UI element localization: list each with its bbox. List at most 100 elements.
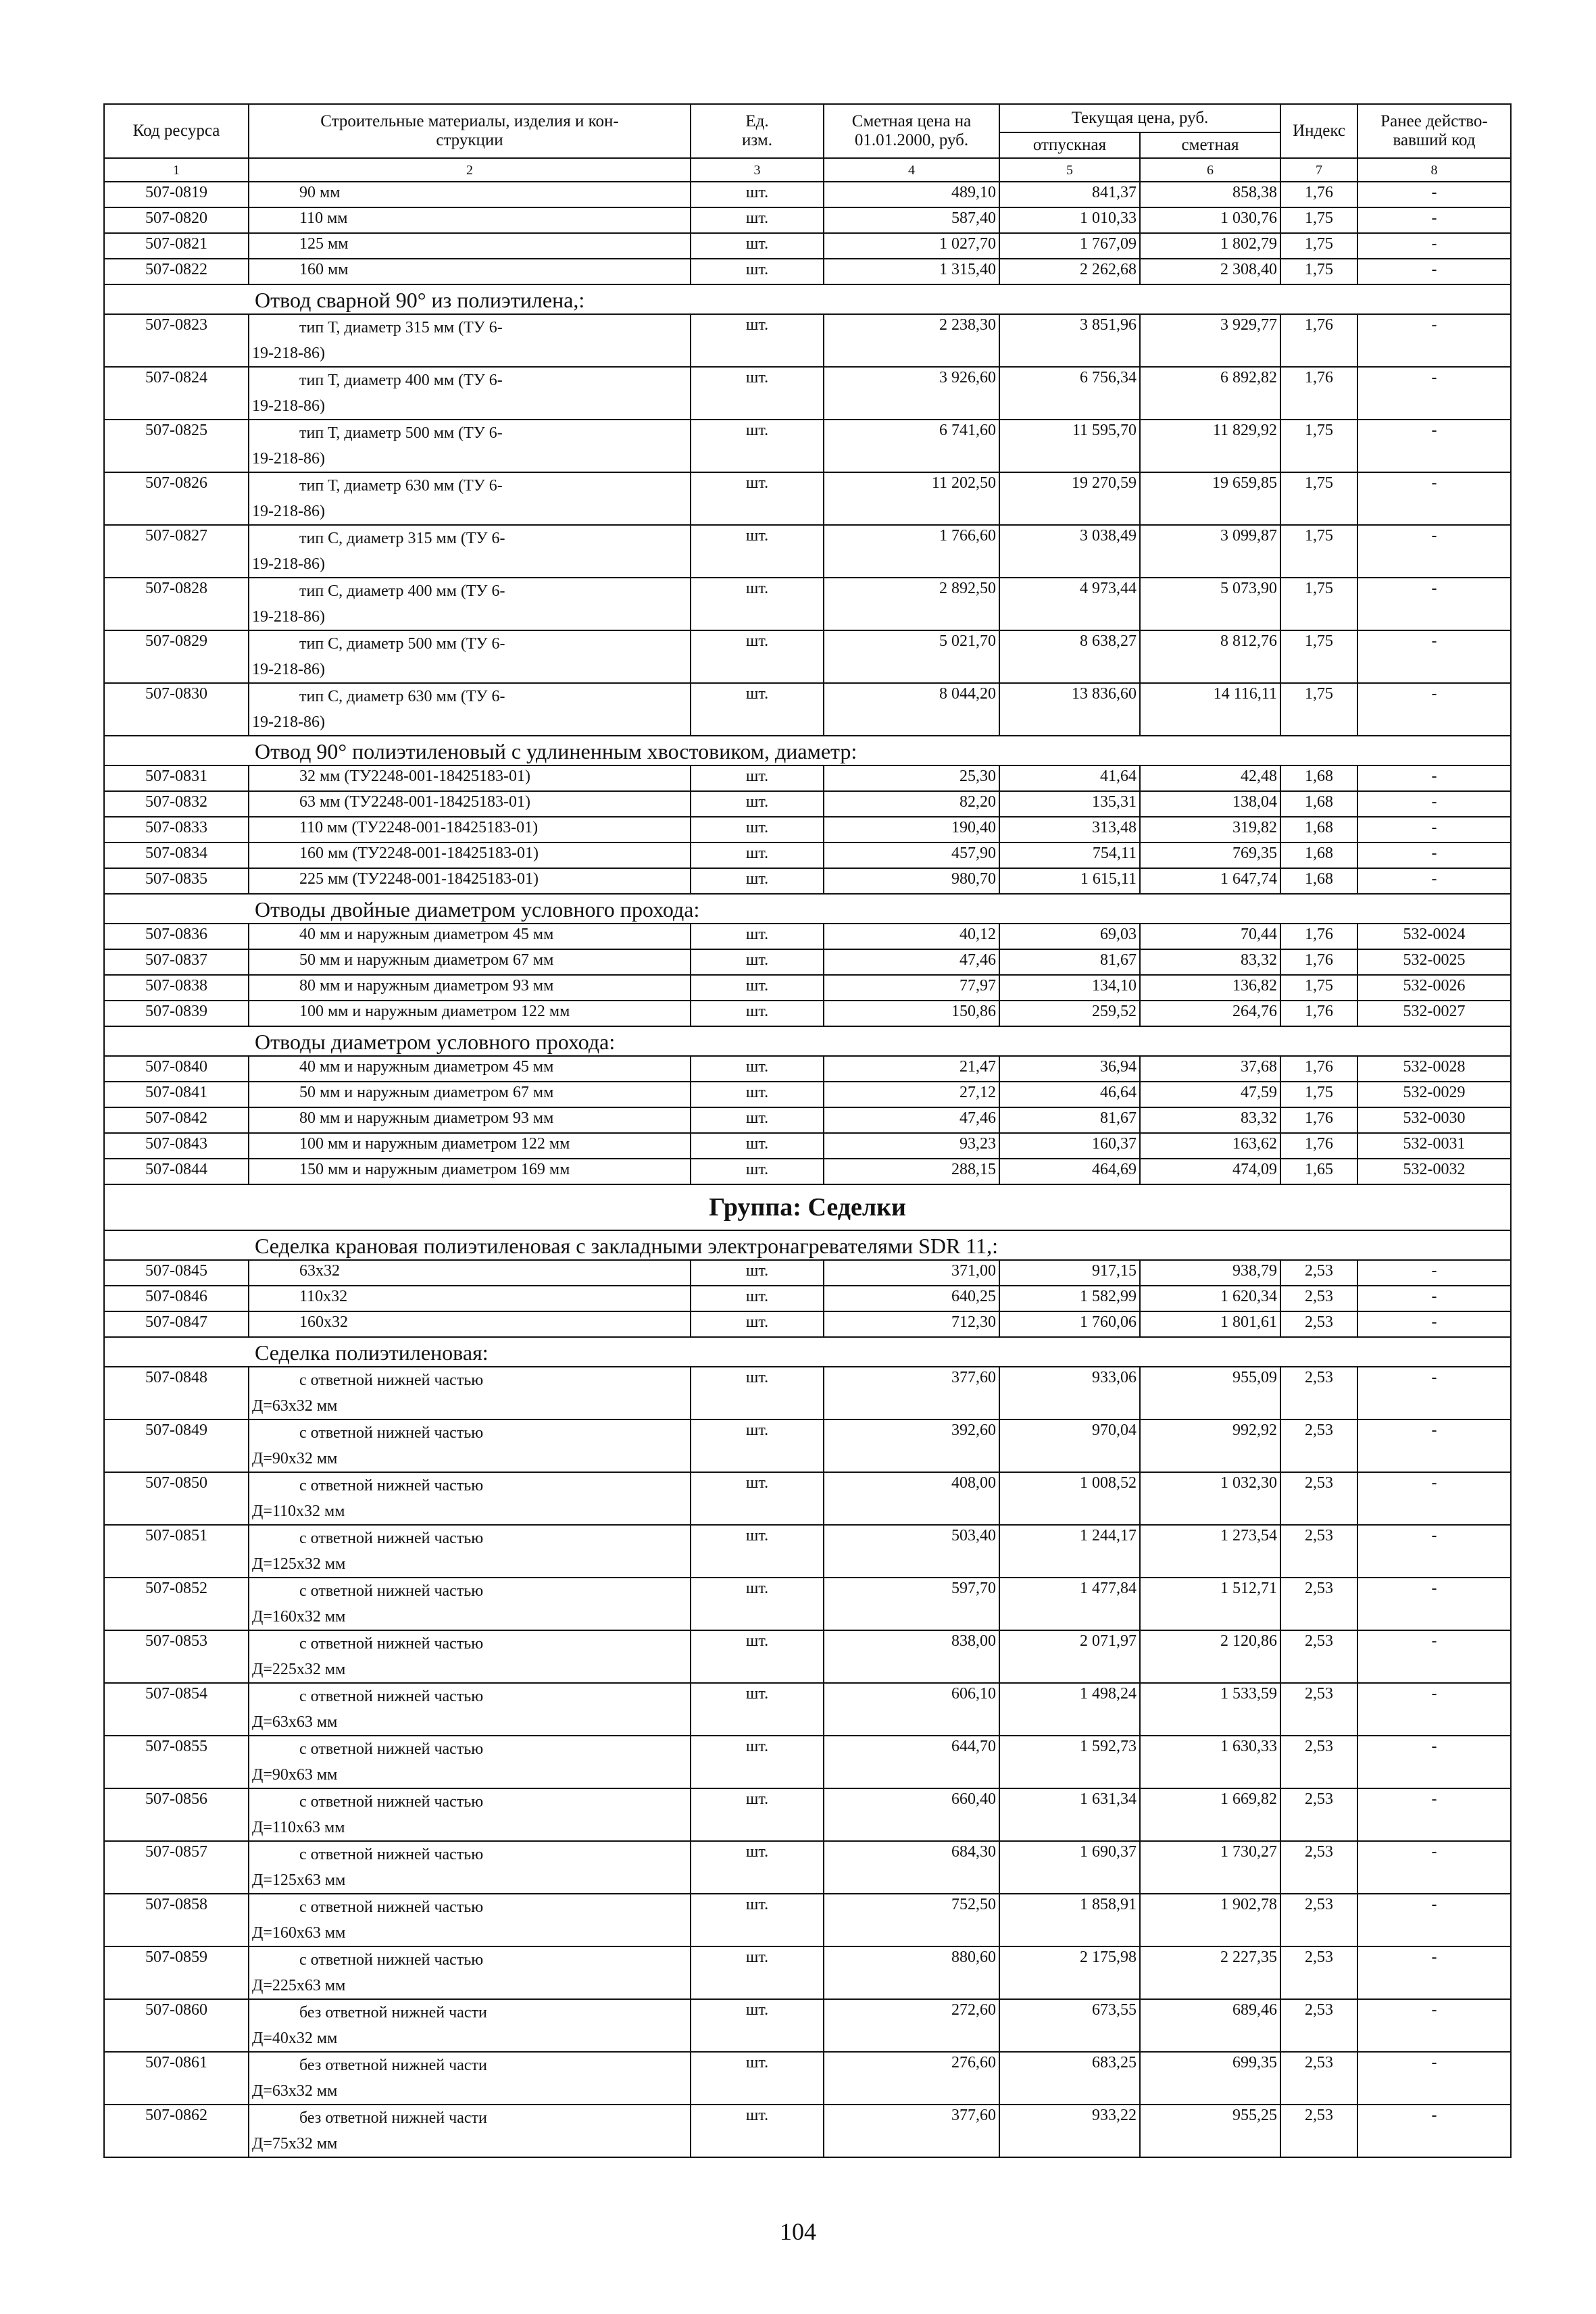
index-cell: 1,68 (1280, 842, 1359, 869)
index-cell: 1,76 (1280, 1000, 1359, 1027)
unit-cell: шт. (690, 1472, 824, 1526)
release-price-cell: 754,11 (999, 842, 1141, 869)
release-price-cell: 1 760,06 (999, 1311, 1141, 1338)
description-text: 100 мм и наружным диаметром 122 мм (299, 1135, 570, 1153)
description-cell: тип Т, диаметр 315 мм (ТУ 6-19-218-86) (248, 313, 691, 368)
resource-code-cell: 507-0852 (103, 1577, 249, 1631)
description-text: 110х32 (299, 1288, 348, 1305)
unit-cell: шт. (690, 1630, 824, 1684)
description-text: 110 мм (ТУ2248-001-18425183-01) (299, 819, 539, 836)
unit-cell: шт. (690, 1893, 824, 1947)
unit-cell: шт. (690, 1419, 824, 1473)
estimate-price-cell: 689,46 (1139, 1998, 1282, 2053)
description-cell: 80 мм и наружным диаметром 93 мм (248, 1107, 691, 1134)
description-text: с ответной нижней частью Д=125х63 мм (252, 1846, 484, 1889)
resource-code-cell: 507-0849 (103, 1419, 249, 1473)
description-cell: с ответной нижней частью Д=160х32 мм (248, 1577, 691, 1631)
resource-code-cell: 507-0856 (103, 1788, 249, 1842)
base-price-cell: 503,40 (823, 1524, 1000, 1578)
table-row: 507-0856 с ответной нижней частью Д=110х6… (103, 1788, 1512, 1842)
description-text: с ответной нижней частью Д=225х63 мм (252, 1951, 484, 1994)
index-cell: 1,75 (1280, 682, 1359, 736)
previous-code-cell: - (1357, 472, 1512, 526)
table-row: 507-0824 тип Т, диаметр 400 мм (ТУ 6-19-2… (103, 366, 1512, 420)
unit-cell: шт. (690, 2104, 824, 2158)
resource-code-cell: 507-0846 (103, 1285, 249, 1312)
base-price-cell: 838,00 (823, 1630, 1000, 1684)
table-row: 507-0854 с ответной нижней частью Д=63х63… (103, 1682, 1512, 1736)
description-cell: с ответной нижней частью Д=125х63 мм (248, 1840, 691, 1894)
release-price-cell: 6 756,34 (999, 366, 1141, 420)
estimate-price-cell: 938,79 (1139, 1259, 1282, 1286)
index-cell: 2,53 (1280, 1946, 1359, 2000)
section-title: Отводы двойные диаметром условного прохо… (103, 893, 1512, 924)
base-price-cell: 77,97 (823, 974, 1000, 1001)
index-cell: 2,53 (1280, 1998, 1359, 2053)
unit-cell: шт. (690, 419, 824, 473)
column-number: 6 (1139, 157, 1282, 182)
index-cell: 1,76 (1280, 949, 1359, 976)
release-price-cell: 46,64 (999, 1081, 1141, 1108)
section-title: Отводы диаметром условного прохода: (103, 1026, 1512, 1057)
index-cell: 1,76 (1280, 923, 1359, 950)
table-row: 507-0848 с ответной нижней частью Д=63х32… (103, 1366, 1512, 1420)
description-text: с ответной нижней частью Д=125х32 мм (252, 1530, 484, 1573)
base-price-cell: 606,10 (823, 1682, 1000, 1736)
resource-code-cell: 507-0829 (103, 630, 249, 684)
index-cell: 1,76 (1280, 1107, 1359, 1134)
description-cell: с ответной нижней частью Д=110х32 мм (248, 1472, 691, 1526)
estimate-price-cell: 474,09 (1139, 1158, 1282, 1185)
estimate-price-cell: 1 030,76 (1139, 207, 1282, 234)
base-price-cell: 457,90 (823, 842, 1000, 869)
description-text: 100 мм и наружным диаметром 122 мм (299, 1003, 570, 1020)
base-price-cell: 1 766,60 (823, 524, 1000, 578)
index-cell: 2,53 (1280, 1630, 1359, 1684)
table-row: 507-0849 с ответной нижней частью Д=90х32… (103, 1419, 1512, 1473)
previous-code-cell: - (1357, 1735, 1512, 1789)
header-base-price-line1: Сметная цена на (851, 112, 972, 130)
estimate-price-cell: 858,38 (1139, 181, 1282, 208)
description-text: с ответной нижней частью Д=63х63 мм (252, 1688, 484, 1731)
table-row: 507-0830 тип С, диаметр 630 мм (ТУ 6-19-2… (103, 682, 1512, 736)
table-row: 507-0826 тип Т, диаметр 630 мм (ТУ 6-19-2… (103, 472, 1512, 526)
table-row: 507-0844 150 мм и наружным диаметром 169 … (103, 1158, 1512, 1185)
table-row: 507-0859 с ответной нижней частью Д=225х6… (103, 1946, 1512, 2000)
group-heading-row: Группа: Седелки (103, 1184, 1512, 1231)
unit-cell: шт. (690, 1055, 824, 1082)
table-row: 507-0822 160 мм шт. 1 315,40 2 262,68 2 308,4… (103, 258, 1512, 285)
resource-code-cell: 507-0832 (103, 790, 249, 818)
base-price-cell: 8 044,20 (823, 682, 1000, 736)
previous-code-cell: - (1357, 577, 1512, 631)
description-text: 80 мм и наружным диаметром 93 мм (299, 977, 554, 995)
previous-code-cell: - (1357, 207, 1512, 234)
unit-cell: шт. (690, 1259, 824, 1286)
unit-cell: шт. (690, 949, 824, 976)
unit-cell: шт. (690, 1311, 824, 1338)
previous-code-cell: - (1357, 630, 1512, 684)
resource-code-cell: 507-0837 (103, 949, 249, 976)
description-text: тип Т, диаметр 315 мм (ТУ 6-19-218-86) (252, 319, 503, 362)
unit-cell: шт. (690, 1107, 824, 1134)
unit-cell: шт. (690, 867, 824, 895)
previous-code-cell: - (1357, 1259, 1512, 1286)
previous-code-cell: - (1357, 1472, 1512, 1526)
previous-code-cell: - (1357, 366, 1512, 420)
estimate-price-cell: 1 533,59 (1139, 1682, 1282, 1736)
previous-code-cell: - (1357, 1366, 1512, 1420)
release-price-cell: 970,04 (999, 1419, 1141, 1473)
index-cell: 2,53 (1280, 1735, 1359, 1789)
release-price-cell: 81,67 (999, 1107, 1141, 1134)
base-price-cell: 276,60 (823, 2051, 1000, 2105)
resource-code-cell: 507-0844 (103, 1158, 249, 1185)
previous-code-cell: - (1357, 1998, 1512, 2053)
estimate-price-cell: 14 116,11 (1139, 682, 1282, 736)
previous-code-cell: - (1357, 181, 1512, 208)
index-cell: 1,75 (1280, 419, 1359, 473)
header-base-price-line2: 01.01.2000, руб. (854, 131, 969, 149)
unit-cell: шт. (690, 1081, 824, 1108)
header-current-price: Текущая цена, руб. (998, 103, 1282, 133)
release-price-cell: 1 592,73 (999, 1735, 1141, 1789)
previous-code-cell: 532-0029 (1357, 1081, 1512, 1108)
base-price-cell: 377,60 (823, 2104, 1000, 2158)
release-price-cell: 259,52 (999, 1000, 1141, 1027)
